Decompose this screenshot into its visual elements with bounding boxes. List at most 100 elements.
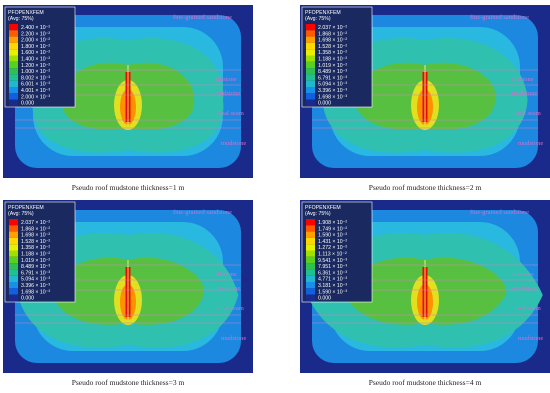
legend-swatch <box>306 269 315 276</box>
legend-value: 1.698 × 10⁻² <box>21 233 50 239</box>
panel: PFOPENXFEM(Avg: 75%) 2.037 × 10⁻²1.868 × … <box>3 200 253 373</box>
legend-swatch <box>9 256 18 264</box>
layer-label: mudstone <box>215 90 240 97</box>
legend-value: 4.771 × 10⁻³ <box>318 277 347 283</box>
legend-swatch <box>9 61 18 69</box>
caption: Pseudo roof mudstone thickness=3 m <box>72 378 185 387</box>
layer-label: fine-grained sandstone <box>173 14 232 21</box>
legend-avg: (Avg: 75%) <box>8 16 34 22</box>
legend-title: PFOPENXFEM <box>305 205 341 211</box>
legend-value: 0.000 <box>21 296 34 302</box>
legend-swatch <box>306 24 315 31</box>
legend-swatch <box>9 250 18 257</box>
legend-avg: (Avg: 75%) <box>8 211 34 217</box>
layer-label: mudstone <box>518 335 543 342</box>
legend-swatch <box>306 263 315 270</box>
layer-label: siltstone <box>512 271 534 278</box>
layer-label: mudstone <box>221 140 246 147</box>
legend-swatch <box>306 80 315 87</box>
legend-value: 1.908 × 10⁻² <box>318 220 347 226</box>
legend-swatch <box>306 294 315 301</box>
legend-swatch <box>306 55 315 62</box>
legend-value: 1.590 × 10⁻² <box>318 233 347 239</box>
legend-title: PFOPENXFEM <box>8 10 44 16</box>
layer-label: fine-grained sandstone <box>470 14 529 21</box>
legend-swatch <box>9 275 18 282</box>
legend-swatch <box>306 68 315 75</box>
panel: PFOPENXFEM(Avg: 75%) 2.400 × 10⁻²2.200 × … <box>3 5 253 178</box>
legend-swatch <box>9 219 18 226</box>
legend-value: 9.541 × 10⁻³ <box>318 258 347 264</box>
layer-label: mudstone <box>512 285 537 292</box>
legend-value: 3.396 × 10⁻³ <box>21 283 50 289</box>
legend-value: 1.698 × 10⁻² <box>318 38 347 44</box>
legend-value: 1.272 × 10⁻² <box>318 245 347 251</box>
legend-swatch <box>306 225 315 232</box>
legend-value: 1.188 × 10⁻² <box>21 252 50 258</box>
legend-value: 1.400 × 10⁻² <box>21 57 50 63</box>
legend-value: 8.489 × 10⁻³ <box>21 264 50 270</box>
legend-value: 2.037 × 10⁻² <box>21 220 50 226</box>
legend-swatch <box>9 231 18 238</box>
legend-swatch <box>306 275 315 282</box>
layer-label: coal seam <box>218 110 244 117</box>
legend-swatch <box>306 74 315 81</box>
legend-swatch <box>9 55 18 62</box>
legend-swatch <box>9 237 18 245</box>
legend-swatch <box>9 282 18 289</box>
layer-label: mudstone <box>215 285 240 292</box>
legend-swatch <box>306 219 315 226</box>
legend-title: PFOPENXFEM <box>305 10 341 16</box>
legend-value: 0.000 <box>318 101 331 107</box>
legend-swatch <box>9 99 18 106</box>
legend-title: PFOPENXFEM <box>8 205 44 211</box>
legend-value: 2.000 × 10⁻² <box>21 38 50 44</box>
legend-value: 3.396 × 10⁻³ <box>318 88 347 94</box>
layer-label: mudstone <box>512 90 537 97</box>
layer-label: mudstone <box>518 140 543 147</box>
legend-swatch <box>9 80 18 87</box>
legend-value: 1.749 × 10⁻² <box>318 226 347 232</box>
legend-value: 2.200 × 10⁻² <box>21 31 50 37</box>
caption: Pseudo roof mudstone thickness=2 m <box>369 183 482 192</box>
legend-swatch <box>306 231 315 238</box>
caption: Pseudo roof mudstone thickness=4 m <box>369 378 482 387</box>
legend-value: 1.188 × 10⁻² <box>318 57 347 63</box>
legend-swatch <box>9 30 18 37</box>
legend-value: 1.868 × 10⁻² <box>318 31 347 37</box>
legend-swatch <box>306 256 315 264</box>
legend-swatch <box>306 93 315 100</box>
legend-value: 6.791 × 10⁻³ <box>21 270 50 276</box>
legend-swatch <box>306 42 315 50</box>
legend-swatch <box>306 250 315 257</box>
legend-swatch <box>9 74 18 81</box>
legend-swatch <box>306 237 315 245</box>
legend-value: 6.361 × 10⁻³ <box>318 270 347 276</box>
layer-label: fine-grained sandstone <box>173 209 232 216</box>
legend-value: 1.868 × 10⁻² <box>21 226 50 232</box>
legend-value: 1.019 × 10⁻² <box>21 258 50 264</box>
legend-swatch <box>306 36 315 43</box>
legend-value: 8.489 × 10⁻³ <box>318 69 347 75</box>
legend-swatch <box>9 263 18 270</box>
legend-swatch <box>9 294 18 301</box>
legend-value: 1.000 × 10⁻² <box>21 69 50 75</box>
legend-value: 8.002 × 10⁻³ <box>21 75 50 81</box>
legend-value: 3.181 × 10⁻³ <box>318 283 347 289</box>
legend-value: 1.590 × 10⁻³ <box>318 289 347 295</box>
layer-label: coal seam <box>218 305 244 312</box>
legend-value: 7.951 × 10⁻³ <box>318 264 347 270</box>
layer-label: siltstone <box>215 76 237 83</box>
legend-avg: (Avg: 75%) <box>305 211 331 217</box>
legend-value: 2.037 × 10⁻² <box>318 25 347 31</box>
legend-swatch <box>306 49 315 56</box>
legend-value: 1.358 × 10⁻² <box>318 50 347 56</box>
caption: Pseudo roof mudstone thickness=1 m <box>72 183 185 192</box>
legend-value: 6.001 × 10⁻³ <box>21 82 50 88</box>
legend-swatch <box>9 244 18 251</box>
legend-swatch <box>9 24 18 31</box>
legend-swatch <box>9 49 18 56</box>
legend-swatch <box>9 42 18 50</box>
